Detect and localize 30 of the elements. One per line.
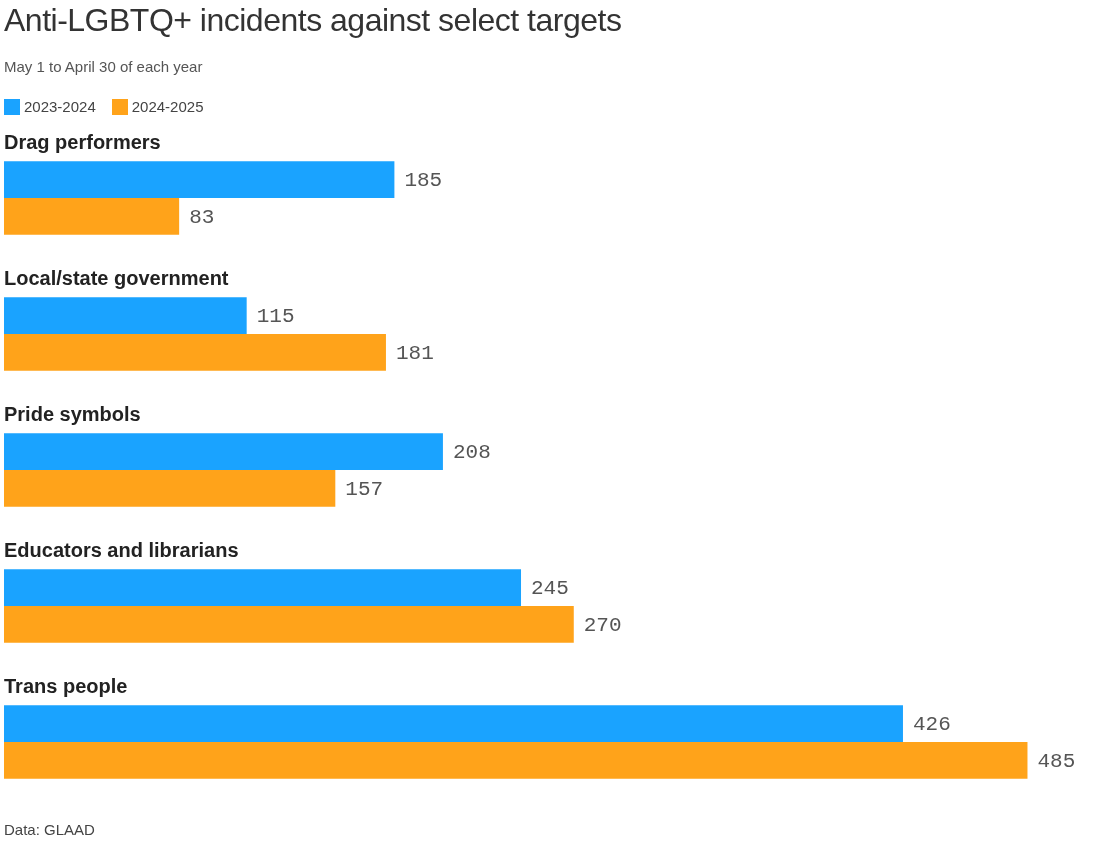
bar [4, 433, 443, 470]
text: Data: GLAAD [4, 821, 95, 838]
chart-title: Anti-LGBTQ+ incidents against select targets [4, 2, 622, 39]
data-label: 426 [912, 713, 951, 737]
y-tick-label: Pride symbols [4, 402, 141, 425]
data-label: 83 [189, 205, 215, 229]
bar [4, 297, 247, 334]
data-label: 208 [452, 441, 491, 465]
data-label: 245 [531, 577, 569, 601]
y-tick-label: Local/state government [4, 266, 229, 289]
chart-subtitle: May 1 to April 30 of each year [4, 58, 203, 75]
y-tick-label: Drag performers [4, 130, 161, 153]
data-label: 270 [583, 613, 622, 637]
bar [4, 161, 395, 198]
legend-label: 2024-2025 [131, 98, 204, 115]
y-tick-label: Trans people [4, 674, 128, 697]
data-label: 157 [345, 477, 384, 501]
bar [4, 569, 522, 606]
data-label: 185 [404, 169, 443, 193]
data-label: 485 [1037, 749, 1076, 773]
bar [4, 198, 180, 235]
y-tick-label: Educators and librarians [4, 538, 239, 561]
data-label: 181 [395, 341, 434, 365]
bar [4, 742, 1028, 779]
legend-label: 2023-2024 [24, 98, 96, 115]
bar [4, 705, 903, 742]
bar [4, 334, 386, 371]
data-label: 115 [256, 305, 295, 329]
bar [4, 470, 336, 507]
bar [4, 606, 574, 643]
